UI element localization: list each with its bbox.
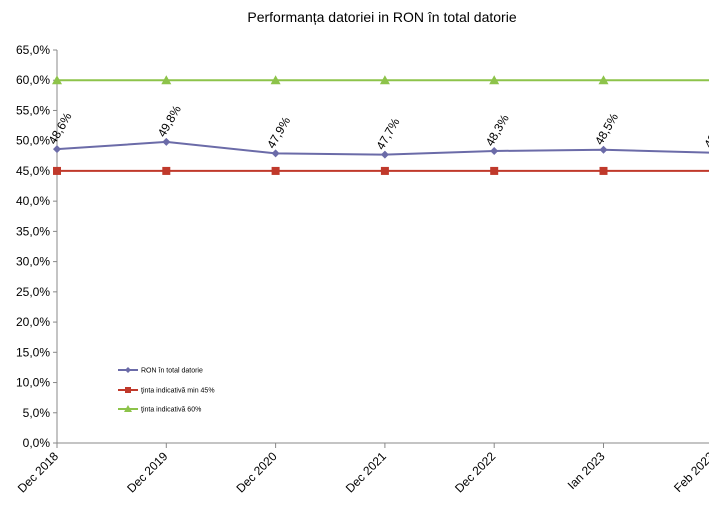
legend: RON în total datorie ţinta indicativă min… <box>118 367 215 414</box>
x-tick-label: Dec 2019 <box>124 449 170 495</box>
legend-marker <box>124 405 132 412</box>
y-tick-label: 45,0% <box>16 164 50 178</box>
y-tick-label: 0,0% <box>23 436 51 450</box>
y-tick-label: 65,0% <box>16 43 50 57</box>
legend-marker <box>125 367 131 373</box>
y-tick-label: 55,0% <box>16 103 50 117</box>
data-labels: 48,6% 49,8% 47,9% 47,7% 48,3% 48,5% 48,0% <box>45 103 709 152</box>
y-tick-label: 40,0% <box>16 194 50 208</box>
y-tick-label: 15,0% <box>16 345 50 359</box>
x-tick-label: Dec 2018 <box>15 449 61 495</box>
x-tick-label: Dec 2021 <box>343 449 389 495</box>
axes: 0,0% 5,0% 10,0% 15,0% 20,0% 25,0% 30,0% 35,0% 40… <box>15 43 709 495</box>
x-tick-label: Feb 2023 <box>671 449 709 495</box>
y-tick-label: 10,0% <box>16 376 50 390</box>
series-point <box>161 75 172 85</box>
x-tick-label: Ian 2023 <box>565 449 608 492</box>
data-label: 48,3% <box>483 112 512 149</box>
y-tick-label: 35,0% <box>16 224 50 238</box>
series-point <box>162 137 171 146</box>
series-point <box>380 150 389 159</box>
data-label: 47,7% <box>373 115 402 152</box>
data-label: 48,0% <box>701 114 709 151</box>
series-point <box>271 166 280 175</box>
y-tick-label: 25,0% <box>16 285 50 299</box>
x-tick-label: Dec 2020 <box>233 449 279 495</box>
y-tick-label: 50,0% <box>16 134 50 148</box>
y-tick-label: 60,0% <box>16 73 50 87</box>
legend-entry: ţinta indicativă min 45% <box>141 388 215 395</box>
series-point <box>271 149 280 158</box>
y-tick-label: 5,0% <box>23 406 51 420</box>
data-label: 47,9% <box>264 114 293 151</box>
series-point <box>52 75 62 85</box>
chart-title: Performanța datoriei in RON în total dat… <box>247 9 516 25</box>
series-point <box>53 145 61 154</box>
series-point <box>599 166 608 175</box>
data-label: 49,8% <box>155 103 184 140</box>
legend-marker <box>125 387 131 393</box>
series-point <box>490 146 499 155</box>
series-point <box>599 145 608 154</box>
series-point <box>53 166 61 175</box>
series-point <box>598 75 609 85</box>
series-point <box>162 166 171 175</box>
y-tick-label: 30,0% <box>16 255 50 269</box>
series-point <box>270 75 281 85</box>
x-tick-label: Dec 2022 <box>452 449 498 495</box>
series-point <box>380 166 389 175</box>
legend-entry: RON în total datorie <box>141 368 203 375</box>
series-point <box>490 166 499 175</box>
series-point <box>379 75 390 85</box>
data-label: 48,5% <box>592 111 621 148</box>
legend-entry: ţinta indicativă 60% <box>141 407 201 414</box>
y-tick-label: 20,0% <box>16 315 50 329</box>
series-layer <box>52 75 709 175</box>
series-point <box>489 75 500 85</box>
